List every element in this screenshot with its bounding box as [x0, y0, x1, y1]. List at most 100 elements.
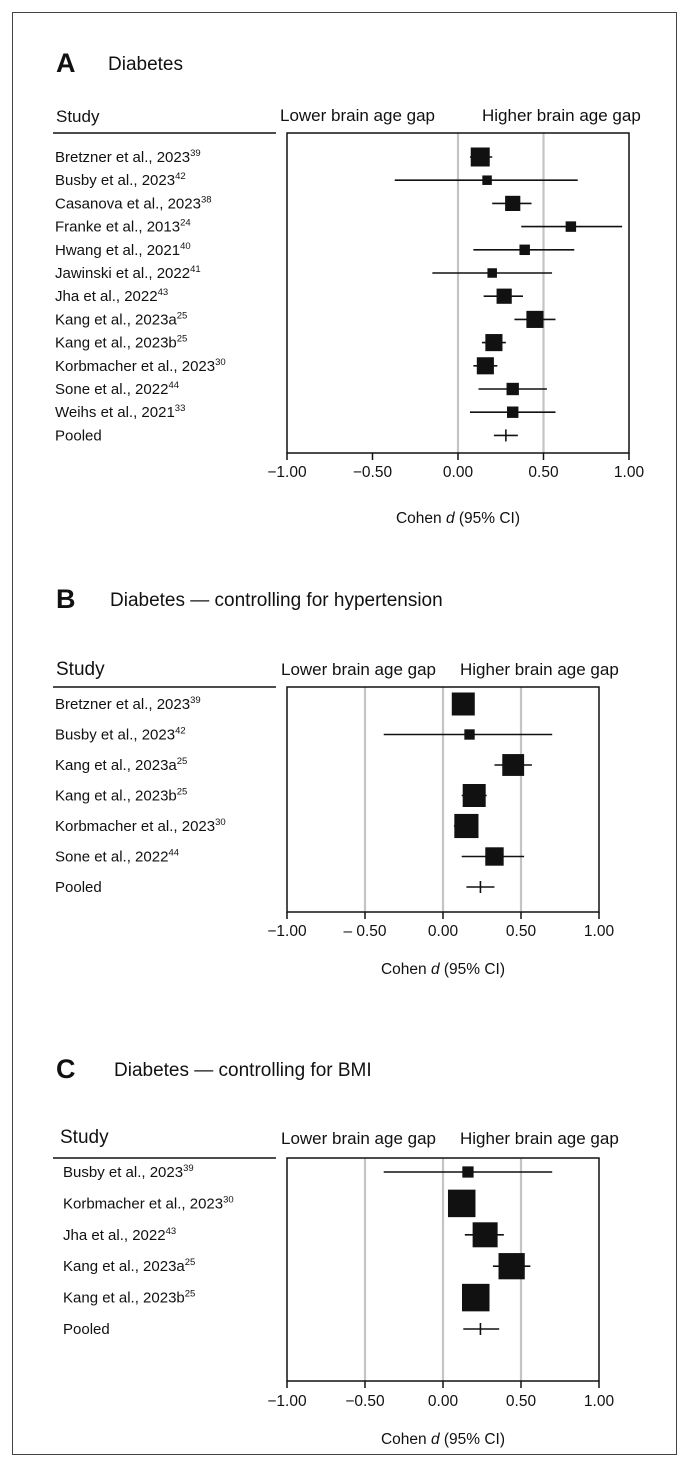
- effect-size-marker: [485, 334, 503, 352]
- figure-frame: [12, 12, 677, 1455]
- x-tick-label: 1.00: [614, 464, 645, 481]
- x-axis-label-prefix: Cohen: [381, 961, 431, 978]
- effect-size-marker: [485, 847, 504, 866]
- x-axis-label-italic: d: [446, 510, 456, 527]
- study-label: Busby et al., 202342: [55, 726, 186, 744]
- study-name: Bretzner et al., 2023: [55, 149, 190, 166]
- study-reference: 25: [185, 1257, 196, 1268]
- x-axis-label-prefix: Cohen: [396, 510, 446, 527]
- study-reference: 40: [180, 241, 191, 252]
- study-label: Weihs et al., 202133: [55, 403, 185, 421]
- x-tick-label: −0.50: [345, 1393, 385, 1410]
- x-tick-label: 1.00: [584, 1393, 615, 1410]
- effect-size-marker: [447, 1189, 476, 1218]
- pooled-label: Pooled: [55, 879, 102, 896]
- x-tick-label: 0.00: [443, 464, 474, 481]
- x-axis-label-italic: d: [431, 1431, 441, 1448]
- study-reference: 42: [175, 726, 186, 737]
- study-column-header: Study: [56, 107, 100, 126]
- x-axis-label: Cohen d (95% CI): [381, 1431, 505, 1448]
- study-reference: 38: [201, 194, 212, 205]
- study-label: Kang et al., 2023a25: [63, 1257, 195, 1275]
- study-label: Hwang et al., 202140: [55, 241, 191, 259]
- x-tick-label: 0.50: [528, 464, 559, 481]
- study-reference: 39: [190, 148, 201, 159]
- study-label: Korbmacher et al., 202330: [55, 357, 226, 375]
- x-axis-label: Cohen d (95% CI): [396, 510, 520, 527]
- x-tick-label: – 0.50: [343, 923, 386, 940]
- study-reference: 33: [175, 403, 186, 414]
- study-name: Kang et al., 2023b: [63, 1290, 185, 1307]
- study-label: Casanova et al., 202338: [55, 194, 212, 212]
- study-label: Korbmacher et al., 202330: [55, 817, 226, 835]
- study-reference: 25: [177, 756, 188, 767]
- study-reference: 30: [223, 1194, 234, 1205]
- study-name: Jha et al., 2022: [63, 1227, 166, 1244]
- study-reference: 39: [190, 695, 201, 706]
- study-name: Casanova et al., 2023: [55, 195, 201, 212]
- panel-title: Diabetes: [108, 54, 183, 75]
- effect-size-marker: [464, 729, 475, 740]
- study-column-header: Study: [60, 1127, 109, 1148]
- effect-size-marker: [526, 310, 544, 328]
- panel-letter: B: [56, 584, 76, 614]
- study-reference: 25: [177, 787, 188, 798]
- study-name: Kang et al., 2023b: [55, 335, 177, 352]
- effect-size-marker: [462, 1166, 474, 1178]
- study-label: Kang et al., 2023b25: [55, 334, 187, 352]
- x-axis-label-suffix: (95% CI): [455, 510, 520, 527]
- study-label: Jawinski et al., 202241: [55, 264, 201, 282]
- effect-size-marker: [507, 406, 519, 418]
- study-label: Kang et al., 2023b25: [55, 787, 187, 805]
- study-name: Korbmacher et al., 2023: [63, 1195, 223, 1212]
- effect-size-marker: [462, 1283, 490, 1312]
- study-reference: 25: [185, 1289, 196, 1300]
- study-label: Kang et al., 2023a25: [55, 756, 187, 774]
- study-name: Busby et al., 2023: [55, 727, 175, 744]
- study-name: Korbmacher et al., 2023: [55, 818, 215, 835]
- study-reference: 43: [158, 287, 169, 298]
- study-reference: 30: [215, 357, 226, 368]
- x-tick-label: 1.00: [584, 923, 615, 940]
- x-tick-label: −1.00: [267, 464, 307, 481]
- study-label: Franke et al., 201324: [55, 218, 191, 236]
- study-label: Korbmacher et al., 202330: [63, 1194, 234, 1212]
- study-reference: 25: [177, 334, 188, 345]
- lower-brain-age-gap-label: Lower brain age gap: [280, 106, 435, 125]
- panel-letter: C: [56, 1054, 76, 1084]
- x-axis-label-suffix: (95% CI): [440, 961, 505, 978]
- panel-letter: A: [56, 48, 76, 78]
- study-label: Bretzner et al., 202339: [55, 148, 201, 166]
- effect-size-marker: [482, 175, 492, 185]
- lower-brain-age-gap-label: Lower brain age gap: [281, 1129, 436, 1148]
- study-name: Sone et al., 2022: [55, 381, 168, 398]
- effect-size-marker: [454, 813, 479, 839]
- effect-size-marker: [502, 754, 525, 776]
- pooled-label: Pooled: [63, 1321, 110, 1338]
- x-tick-label: 0.50: [506, 923, 537, 940]
- study-name: Bretzner et al., 2023: [55, 696, 190, 713]
- study-reference: 44: [168, 380, 179, 391]
- study-label: Kang et al., 2023b25: [63, 1289, 195, 1307]
- x-tick-label: 0.00: [428, 923, 459, 940]
- effect-size-marker: [487, 268, 497, 278]
- study-name: Jawinski et al., 2022: [55, 265, 190, 282]
- study-reference: 43: [166, 1226, 177, 1237]
- study-name: Korbmacher et al., 2023: [55, 358, 215, 375]
- study-reference: 41: [190, 264, 201, 275]
- study-label: Kang et al., 2023a25: [55, 310, 187, 328]
- effect-size-marker: [472, 1222, 498, 1248]
- pooled-label: Pooled: [55, 427, 102, 444]
- effect-size-marker: [496, 288, 512, 304]
- study-reference: 24: [180, 218, 191, 229]
- study-name: Franke et al., 2013: [55, 219, 180, 236]
- study-name: Kang et al., 2023a: [55, 311, 177, 328]
- effect-size-marker: [565, 221, 577, 232]
- x-tick-label: −1.00: [267, 1393, 307, 1410]
- panel-title: Diabetes — controlling for hypertension: [110, 590, 443, 611]
- lower-brain-age-gap-label: Lower brain age gap: [281, 660, 436, 679]
- study-reference: 44: [168, 848, 179, 859]
- study-label: Busby et al., 202339: [63, 1163, 194, 1181]
- x-tick-label: 0.50: [506, 1393, 537, 1410]
- study-name: Hwang et al., 2021: [55, 242, 180, 259]
